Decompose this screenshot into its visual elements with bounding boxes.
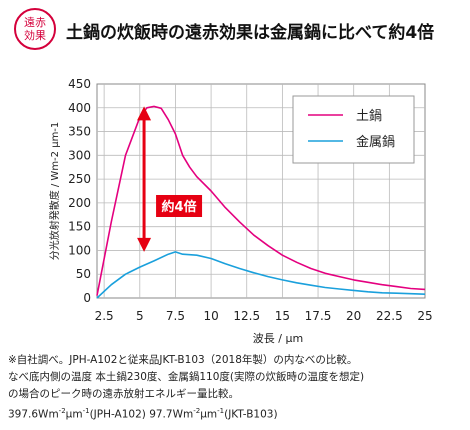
x-tick-label: 5 [136, 309, 144, 323]
x-tick-label: 12.5 [233, 309, 260, 323]
note-exp-2b: -1 [217, 407, 225, 415]
footnotes: ※自社調べ。JPH-A102と従来品JKT-B103（2018年製）の内なべの比… [8, 352, 464, 424]
y-tick-label: 300 [68, 148, 91, 162]
note-model-2: (JKT-B103) [224, 408, 278, 421]
legend-label-1: 土鍋 [356, 108, 382, 124]
note-exp-2: -2 [193, 407, 201, 415]
annotation-label-text: 約4倍 [162, 199, 197, 215]
note-line-2: なべ底内側の温度 本土鍋230度、金属鍋110度(実際の炊飯時の温度を想定) [8, 371, 365, 383]
note-line-4: 397.6Wm-2μm-1(JPH-A102) 97.7Wm-2μm-1(JKT… [8, 403, 464, 424]
note-unit-1: μm [65, 408, 83, 421]
y-tick-label: 50 [76, 267, 91, 281]
x-tick-label: 2.5 [95, 309, 114, 323]
annotation-label-box [156, 195, 203, 217]
y-tick-label: 0 [83, 291, 91, 305]
series-line-2 [96, 251, 426, 299]
annotation-arrow-head-up [137, 106, 152, 121]
far-infrared-badge: 遠赤 効果 [14, 8, 56, 50]
y-tick-label: 350 [68, 125, 91, 139]
plot-frame [96, 83, 426, 299]
x-tick-label: 15 [275, 309, 290, 323]
legend-box [292, 95, 415, 164]
x-tick-label: 25 [417, 309, 432, 323]
y-tick-label: 200 [68, 196, 91, 210]
note-value-1: 397.6Wm [8, 408, 59, 421]
y-tick-label: 250 [68, 172, 91, 186]
x-tick-label: 7.5 [166, 309, 185, 323]
note-unit-2: μm [200, 408, 218, 421]
series-line-1 [96, 105, 426, 296]
x-tick-label: 10 [203, 309, 218, 323]
annotation-label: 約4倍 [156, 195, 203, 217]
x-axis-label: 波長 / μm [253, 332, 303, 345]
y-tick-label: 450 [68, 77, 91, 91]
badge-line-2: 効果 [24, 29, 46, 42]
note-model-1: (JPH-A102) 97.7Wm [89, 408, 194, 421]
y-tick-label: 400 [68, 101, 91, 115]
annotation-arrow-head-down [137, 237, 152, 252]
legend-label-2: 金属鍋 [356, 134, 395, 150]
spectral-chart: 0 50 100 150 200 250 300 350 400 450 2.5 5 7.5 10 12.5… [48, 77, 433, 345]
x-tick-label: 22.5 [376, 309, 403, 323]
x-tick-label: 20 [346, 309, 361, 323]
y-axis-label: 分光放射発散度 / Wm-2 μm-1 [48, 122, 61, 261]
note-line-1: ※自社調べ。JPH-A102と従来品JKT-B103（2018年製）の内なべの比… [8, 354, 358, 366]
note-line-3: の場合のピーク時の遠赤放射エネルギー量比較。 [8, 388, 239, 400]
badge-line-1: 遠赤 [24, 16, 46, 29]
note-exp-1: -2 [58, 407, 66, 415]
y-tick-label: 150 [68, 220, 91, 234]
y-tick-label: 100 [68, 243, 91, 257]
page-title: 土鍋の炊飯時の遠赤効果は金属鍋に比べて約4倍 [66, 23, 435, 43]
x-tick-label: 17.5 [305, 309, 332, 323]
note-exp-1b: -1 [82, 407, 90, 415]
